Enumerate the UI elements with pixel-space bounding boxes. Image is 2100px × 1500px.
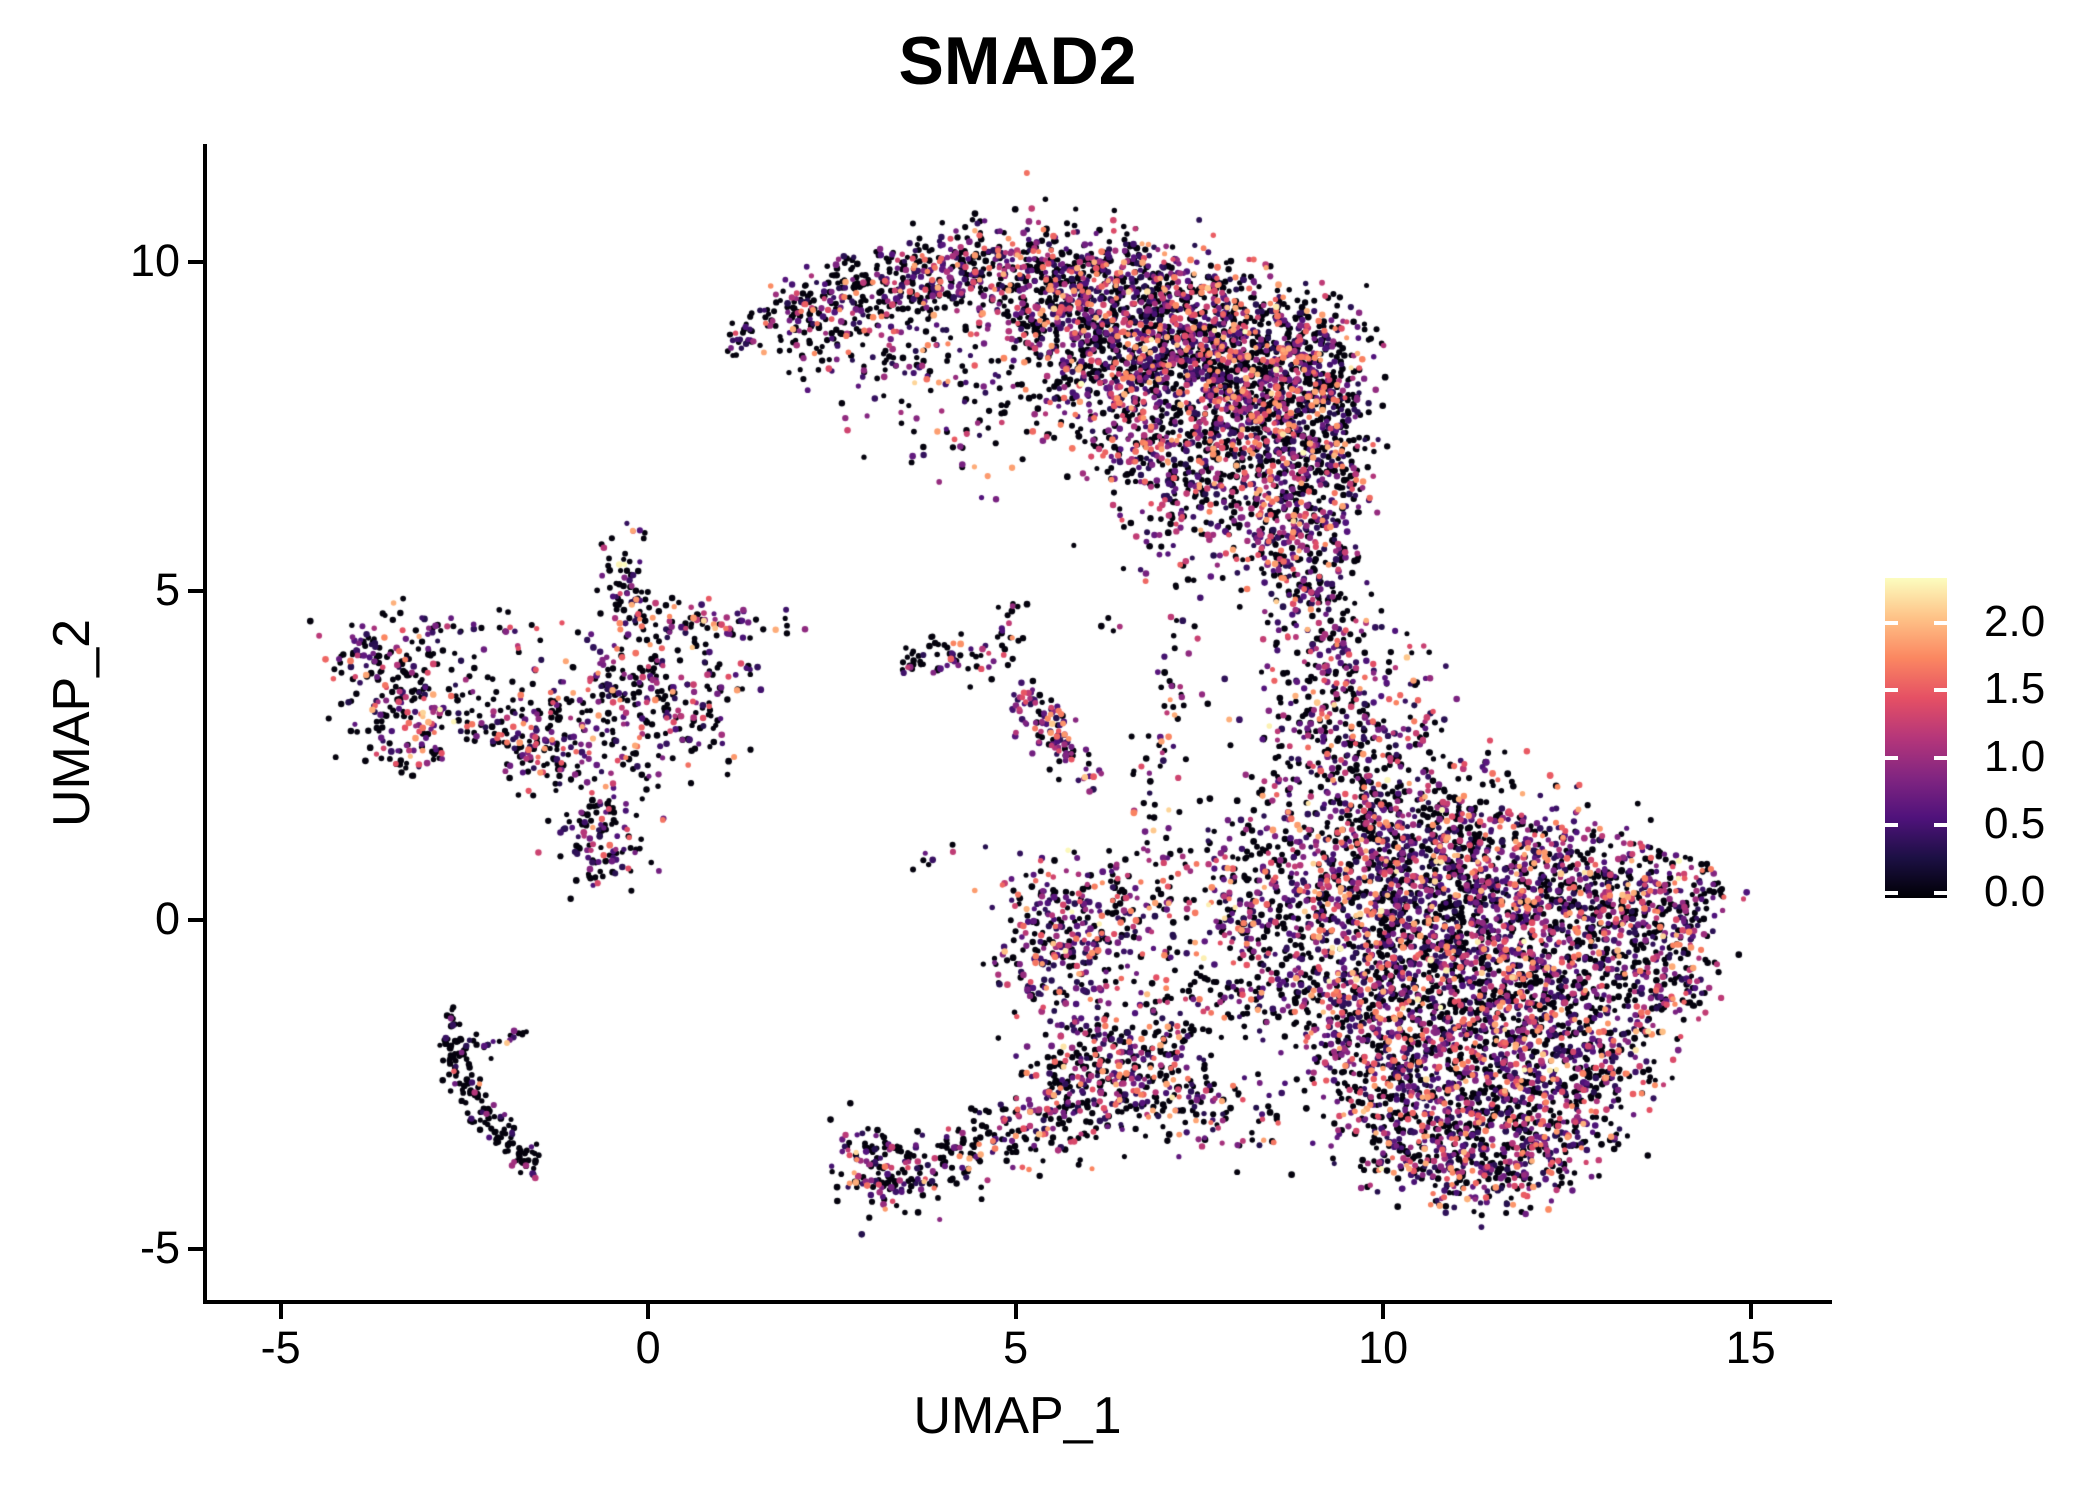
x-tick-mark: [1013, 1304, 1018, 1319]
colorbar-tick-mark: [1885, 823, 1898, 828]
x-tick-label: 15: [1725, 1322, 1776, 1373]
x-tick-label: 10: [1358, 1322, 1409, 1373]
y-tick-mark: [188, 918, 203, 923]
colorbar-tick-label: 0.0: [1984, 866, 2046, 916]
colorbar-tick-mark: [1885, 620, 1898, 625]
colorbar-gradient: [1885, 578, 1947, 898]
x-tick-mark: [1748, 1304, 1753, 1319]
colorbar-tick-mark: [1934, 688, 1947, 693]
colorbar-tick-label: 2.0: [1984, 596, 2046, 646]
y-tick-mark: [188, 589, 203, 594]
colorbar-tick-mark: [1934, 620, 1947, 625]
colorbar-tick-mark: [1934, 890, 1947, 895]
y-axis-title: UMAP_2: [43, 618, 101, 828]
colorbar-tick-label: 0.5: [1984, 799, 2046, 849]
colorbar-tick-mark: [1885, 755, 1898, 760]
y-tick-label: 5: [154, 564, 180, 616]
colorbar-tick-mark: [1885, 890, 1898, 895]
y-tick-mark: [188, 260, 203, 265]
x-tick-mark: [1381, 1304, 1386, 1319]
colorbar-tick-label: 1.0: [1984, 731, 2046, 781]
y-tick-label: -5: [139, 1222, 180, 1274]
colorbar-tick-mark: [1934, 755, 1947, 760]
y-axis-line: [203, 144, 207, 1304]
x-tick-mark: [278, 1304, 283, 1319]
y-tick-label: 0: [154, 893, 180, 945]
x-tick-mark: [646, 1304, 651, 1319]
x-axis-line: [203, 1300, 1832, 1304]
x-axis-title: UMAP_1: [913, 1387, 1122, 1445]
colorbar-tick-mark: [1934, 823, 1947, 828]
y-tick-label: 10: [129, 235, 180, 287]
x-tick-label: -5: [260, 1322, 301, 1373]
x-tick-label: 0: [635, 1322, 661, 1373]
colorbar-tick-label: 1.5: [1984, 664, 2046, 714]
y-tick-mark: [188, 1247, 203, 1252]
x-tick-label: 5: [1003, 1322, 1029, 1373]
colorbar-tick-mark: [1885, 688, 1898, 693]
